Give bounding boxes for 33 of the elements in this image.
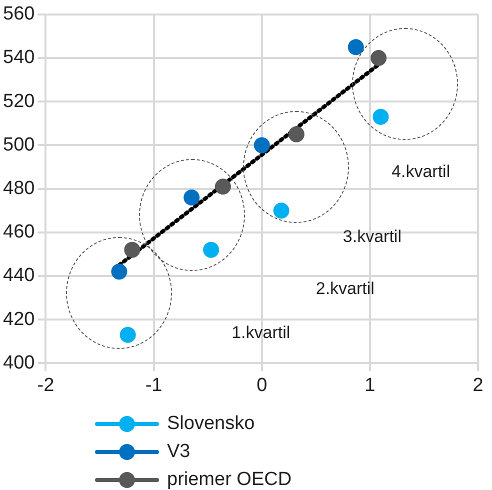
point <box>372 108 389 125</box>
point <box>184 190 200 206</box>
annotation: 4.kvartil <box>392 162 450 182</box>
annotation: 3.kvartil <box>342 226 402 247</box>
x-tick-label: -1 <box>145 374 162 396</box>
annotation: 2.kvartil <box>316 279 374 300</box>
annotation: 1.kvartil <box>232 322 290 343</box>
x-tick-label: -2 <box>37 374 54 396</box>
point <box>254 137 270 154</box>
legend-label: V3 <box>167 440 190 464</box>
point <box>288 126 304 142</box>
x-tick-label: 1 <box>364 374 376 396</box>
y-tick-label: 520 <box>3 90 35 112</box>
point <box>273 202 290 219</box>
legend-label: Slovensko <box>167 412 255 436</box>
x-tick-label: 0 <box>256 374 268 396</box>
y-tick-label: 420 <box>3 308 35 330</box>
point <box>124 242 140 258</box>
y-tick-label: 560 <box>3 4 35 25</box>
y-tick-label: 400 <box>3 352 35 374</box>
legend-label: priemer OECD <box>167 468 292 490</box>
point <box>120 326 136 343</box>
point <box>111 264 128 280</box>
point <box>203 242 220 258</box>
y-tick-label: 440 <box>3 265 35 286</box>
x-tick-label: 2 <box>472 374 484 396</box>
point <box>348 39 364 56</box>
y-tick-label: 540 <box>3 47 35 68</box>
y-tick-label: 480 <box>3 178 35 200</box>
y-tick-label: 460 <box>3 222 35 243</box>
point <box>214 178 231 195</box>
point <box>370 50 387 66</box>
y-tick-label: 500 <box>3 134 35 156</box>
